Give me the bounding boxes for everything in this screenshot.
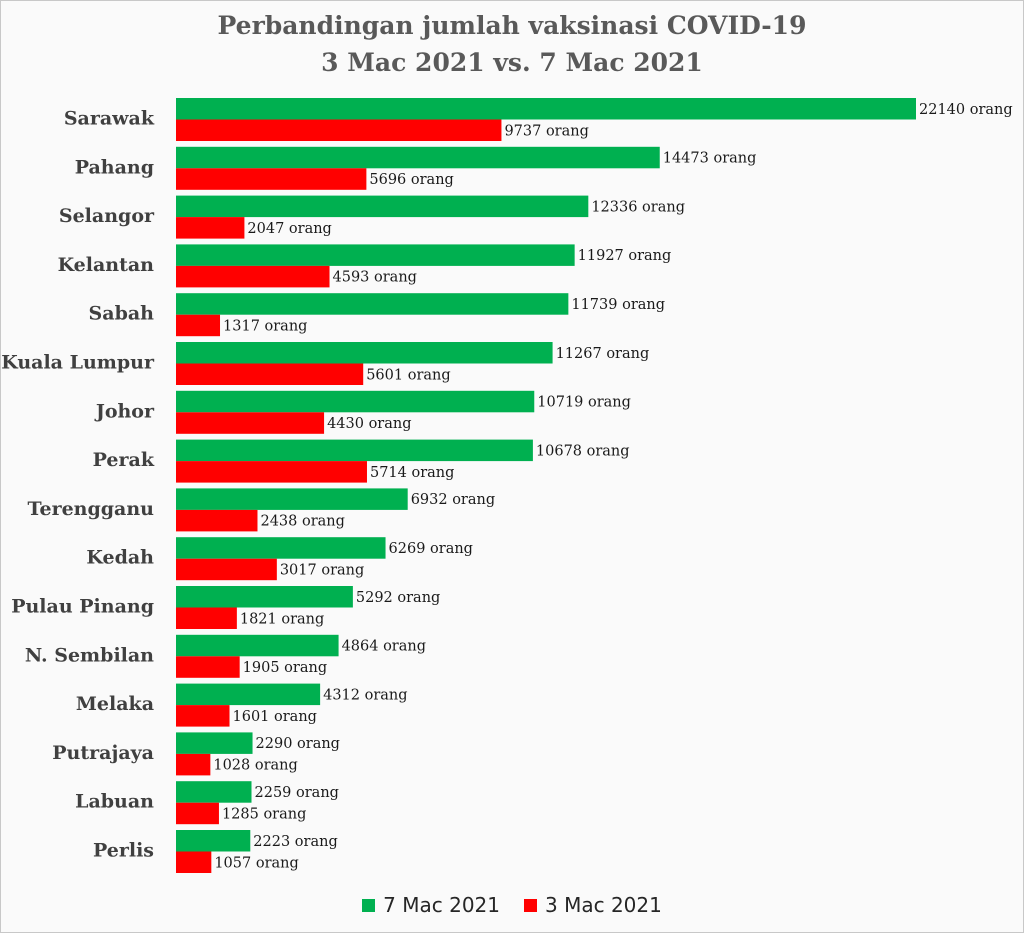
bar-series-1 (176, 195, 589, 218)
data-label-series-1: 14473 orang (663, 151, 757, 167)
bar-series-2 (176, 412, 325, 434)
bar-series-1 (176, 244, 575, 266)
bar-series-2 (176, 217, 245, 239)
data-label-series-1: 11927 orang (578, 248, 672, 264)
bar-series-1 (176, 390, 535, 413)
bar-series-2 (176, 607, 237, 629)
bar-series-2 (176, 851, 212, 873)
category-label: Melaka (76, 693, 154, 715)
bar-series-2 (176, 509, 258, 532)
data-label-series-2: 4593 orang (333, 270, 417, 286)
bar-series-1 (176, 98, 916, 120)
data-label-series-1: 2259 orang (255, 785, 339, 801)
bar-series-1 (176, 830, 251, 852)
category-label: Kedah (86, 547, 154, 569)
category-label: Putrajaya (52, 742, 154, 764)
legend-label-series-1: 7 Mac 2021 (383, 893, 500, 917)
bar-series-2 (176, 802, 219, 825)
bar-series-2 (176, 168, 367, 190)
data-label-series-1: 2290 orang (256, 736, 340, 752)
category-label: Perak (93, 449, 155, 471)
bar-series-2 (176, 119, 502, 141)
bar-series-1 (176, 488, 408, 510)
data-label-series-2: 1601 orang (233, 709, 317, 725)
bar-series-2 (176, 363, 364, 385)
data-label-series-2: 2438 orang (260, 514, 344, 530)
category-label: Terengganu (28, 498, 155, 520)
data-label-series-2: 1028 orang (213, 758, 297, 774)
data-label-series-1: 2223 orang (253, 834, 337, 850)
category-label: Kuala Lumpur (1, 352, 155, 374)
bar-series-2 (176, 753, 211, 776)
bar-series-2 (176, 656, 240, 678)
data-label-series-2: 5696 orang (369, 172, 453, 188)
data-label-series-1: 11267 orang (556, 346, 650, 362)
data-label-series-1: 22140 orang (919, 102, 1013, 118)
bar-series-1 (176, 293, 569, 315)
category-label: Kelantan (58, 254, 155, 276)
legend-item-series-2: 3 Mac 2021 (524, 893, 662, 917)
category-label: Sabah (89, 303, 155, 325)
data-label-series-1: 11739 orang (571, 297, 665, 313)
data-label-series-1: 10719 orang (537, 395, 631, 411)
data-label-series-2: 2047 orang (247, 221, 331, 237)
data-label-series-2: 5601 orang (366, 367, 450, 383)
data-label-series-1: 12336 orang (591, 199, 685, 215)
legend-swatch-series-1 (362, 898, 376, 912)
bar-series-1 (176, 342, 553, 364)
legend-swatch-series-2 (524, 898, 537, 912)
category-label: N. Sembilan (25, 644, 154, 666)
legend-label-series-2: 3 Mac 2021 (545, 893, 662, 917)
data-label-series-1: 6269 orang (389, 541, 473, 557)
bar-series-1 (176, 732, 253, 754)
category-label: Labuan (75, 791, 154, 813)
category-label: Pulau Pinang (11, 596, 154, 618)
data-label-series-2: 1905 orang (243, 660, 327, 676)
bar-series-1 (176, 781, 252, 803)
data-label-series-2: 9737 orang (504, 123, 588, 139)
data-label-series-2: 4430 orang (327, 416, 411, 432)
bar-series-1 (176, 634, 339, 657)
chart-subtitle: 3 Mac 2021 vs. 7 Mac 2021 (321, 48, 703, 77)
data-label-series-2: 1285 orang (222, 806, 306, 822)
category-label: Johor (94, 400, 155, 422)
bar-series-1 (176, 439, 533, 462)
data-label-series-2: 3017 orang (280, 562, 364, 578)
data-label-series-1: 6932 orang (411, 492, 495, 508)
bar-series-2 (176, 461, 367, 483)
data-label-series-2: 5714 orang (370, 465, 454, 481)
bar-series-2 (176, 558, 277, 581)
bar-series-1 (176, 537, 386, 559)
data-label-series-1: 4864 orang (342, 639, 426, 655)
bar-series-1 (176, 586, 353, 608)
legend-item-series-1: 7 Mac 2021 (362, 893, 500, 917)
category-label: Perlis (93, 840, 154, 862)
category-label: Sarawak (64, 108, 155, 130)
data-label-series-1: 10678 orang (536, 443, 630, 459)
bar-series-1 (176, 683, 321, 706)
category-label: Pahang (75, 156, 154, 178)
data-label-series-2: 1317 orang (223, 318, 307, 334)
data-label-series-2: 1821 orang (240, 611, 324, 627)
chart-title: Perbandingan jumlah vaksinasi COVID-19 (217, 11, 807, 40)
bar-series-2 (176, 314, 221, 337)
data-label-series-1: 5292 orang (356, 590, 440, 606)
bar-series-2 (176, 705, 230, 727)
data-label-series-1: 4312 orang (323, 687, 407, 703)
chart-legend: 7 Mac 2021 3 Mac 2021 (0, 893, 1024, 917)
data-label-series-2: 1057 orang (214, 855, 298, 871)
bar-series-1 (176, 146, 660, 169)
bar-series-2 (176, 265, 330, 288)
category-label: Selangor (59, 205, 155, 227)
